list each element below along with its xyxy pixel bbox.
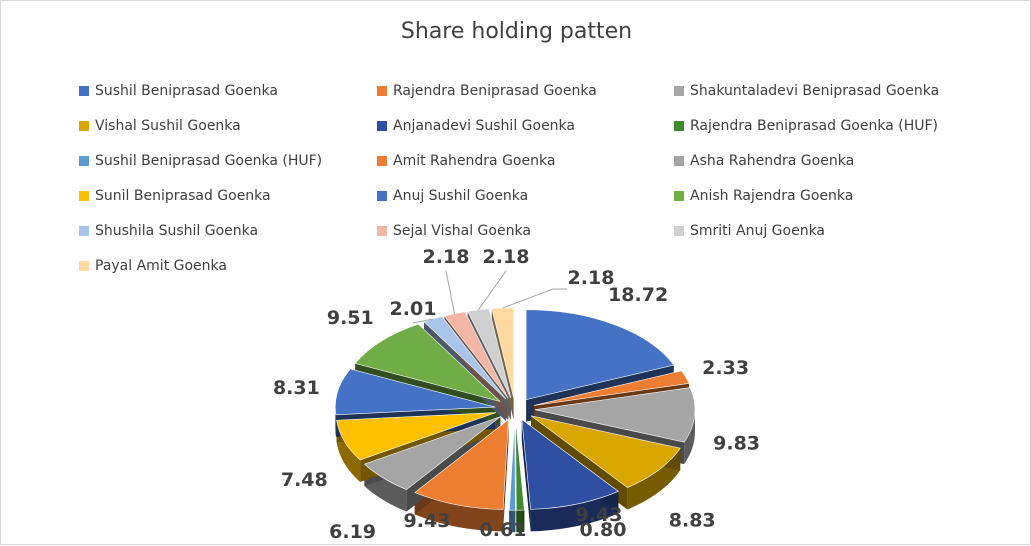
pie-slice [530,415,681,488]
pie-slice-side [530,491,619,532]
legend-item: Shakuntaladevi Beniprasad Goenka [674,73,994,108]
pie-slice-side [509,510,516,533]
legend-swatch [377,120,387,131]
label-leader-line [412,318,433,324]
pie-slice-edge [521,419,531,532]
legend-swatch [674,190,684,201]
legend-label: Sunil Beniprasad Goenka [95,187,271,204]
data-label: 2.18 [568,267,615,289]
legend-swatch [79,260,89,271]
pie-slice [414,418,509,510]
pie-slice-side [336,420,361,483]
legend-label: Payal Amit Goenka [95,257,227,274]
legend-label: Shakuntaladevi Beniprasad Goenka [690,82,940,99]
pie-slice-edge [503,419,509,532]
data-label: 2.18 [423,246,470,268]
pie-slice [443,311,509,399]
legend-item: Smriti Anuj Goenka [674,213,994,248]
data-label: 9.83 [713,433,760,455]
legend-label: Anjanadevi Sushil Goenka [393,117,575,134]
pie-slice [363,416,501,490]
legend-item: Rajendra Beniprasad Goenka [377,73,674,108]
pie-slice [336,412,497,461]
legend-swatch [79,190,89,201]
legend-label: Anish Rajendra Goenka [690,187,854,204]
data-labels: 18.722.339.838.839.430.800.619.436.197.4… [273,246,760,543]
legend-label: Sejal Vishal Goenka [393,222,531,239]
data-label: 9.51 [327,307,374,329]
data-label: 0.61 [480,519,527,541]
data-label: 8.31 [273,377,320,399]
legend-item: Asha Rahendra Goenka [674,143,994,178]
pie-slice-side [414,492,504,532]
label-leader-line [477,270,507,311]
pie-top-faces [335,307,696,511]
legend-item: Anjanadevi Sushil Goenka [377,108,674,143]
legend-item: Amit Rahendra Goenka [377,143,674,178]
legend-item: Anish Rajendra Goenka [674,178,994,213]
legend-swatch [674,225,684,236]
pie-slice [335,368,496,416]
label-leader-line [445,270,456,314]
legend-swatch [674,85,684,96]
legend-item: Sushil Beniprasad Goenka (HUF) [79,143,377,178]
legend-label: Smriti Anuj Goenka [690,222,826,239]
legend-swatch [674,120,684,131]
data-label: 0.80 [580,519,627,541]
pie-slice [508,420,516,511]
data-label: 9.43 [576,504,623,526]
data-label: 7.48 [281,469,328,491]
legend-swatch [377,85,387,96]
legend-label: Rajendra Beniprasad Goenka [393,82,597,99]
legend-swatch [674,155,684,166]
data-label: 8.83 [669,510,716,532]
legend-swatch [79,120,89,131]
legend-item: Sejal Vishal Goenka [377,213,674,248]
legend-item: Anuj Sushil Goenka [377,178,674,213]
label-leader-line [502,288,567,309]
legend-label: Asha Rahendra Goenka [690,152,855,169]
legend-swatch [79,225,89,236]
legend-swatch [377,190,387,201]
pie-slice [515,420,525,511]
legend-item: Vishal Sushil Goenka [79,108,377,143]
data-label: 2.01 [390,298,437,320]
legend-swatch [377,225,387,236]
legend-label: Vishal Sushil Goenka [95,117,241,134]
legend-label: Shushila Sushil Goenka [95,222,259,239]
pie-slice [354,323,501,402]
legend-label: Anuj Sushil Goenka [393,187,529,204]
legend-swatch [79,155,89,166]
chart-title: Share holding patten [400,19,633,44]
legend-item: Sunil Beniprasad Goenka [79,178,377,213]
legend-label: Sushil Beniprasad Goenka [95,82,278,99]
pie-slice-side [516,510,525,533]
pie-slice [534,387,696,443]
legend-label: Rajendra Beniprasad Goenka (HUF) [690,117,939,134]
data-label: 18.72 [608,284,668,306]
legend-item: Rajendra Beniprasad Goenka (HUF) [674,108,994,143]
data-label: 9.43 [404,510,451,532]
pie-slice [533,370,690,406]
pie-slice-side [684,409,695,465]
data-label: 2.18 [483,246,530,268]
legend-label: Amit Rahendra Goenka [393,152,556,169]
legend-item: Shushila Sushil Goenka [79,213,377,248]
legend-swatch [377,155,387,166]
data-label: 6.19 [329,521,376,543]
legend-item: Sushil Beniprasad Goenka [79,73,377,108]
legend-swatch [79,85,89,96]
pie-slice [521,418,619,510]
data-label: 2.33 [702,357,749,379]
pie-slice [525,309,675,401]
chart-legend: Sushil Beniprasad Goenka Rajendra Benipra… [79,73,999,283]
legend-item: Payal Amit Goenka [79,248,377,283]
legend-label: Sushil Beniprasad Goenka (HUF) [95,152,323,169]
